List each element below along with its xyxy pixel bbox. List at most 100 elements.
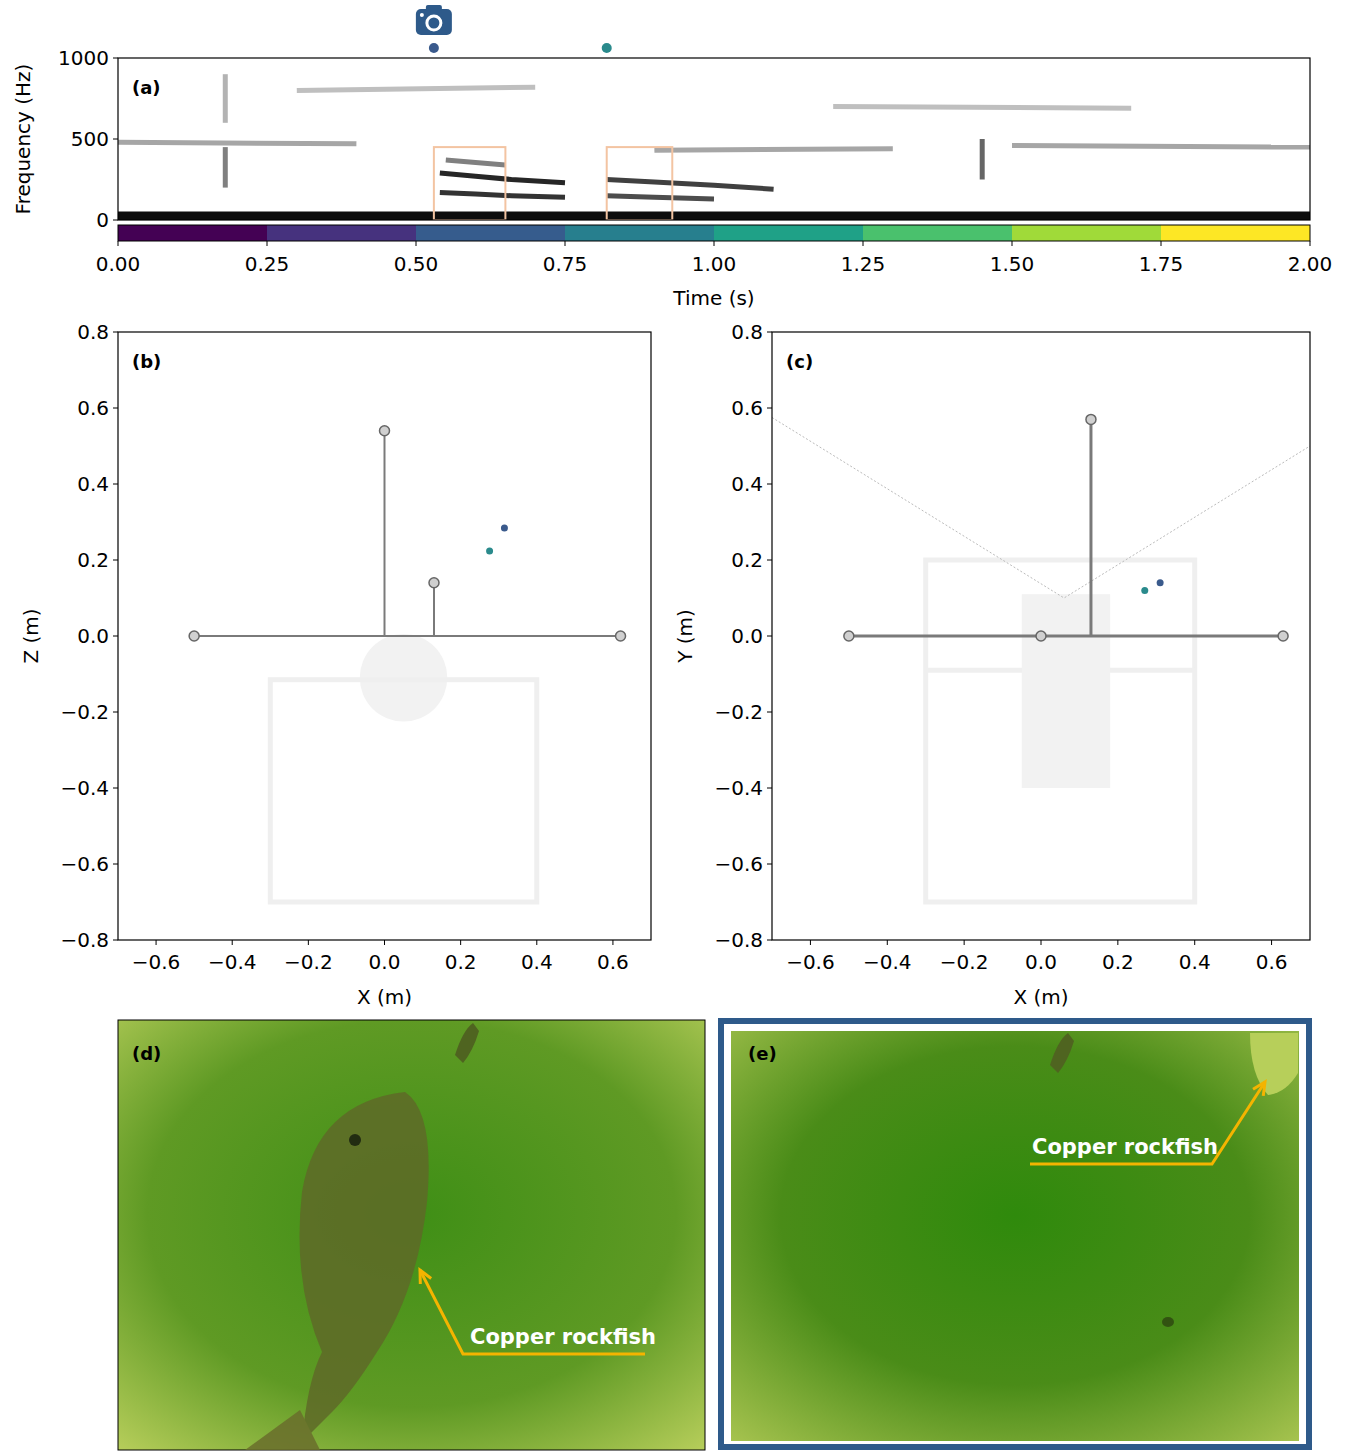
x-tick-label: 0.2 — [1102, 950, 1134, 974]
y-tick — [113, 788, 118, 789]
frame-shape — [270, 680, 537, 902]
intensity-holder — [607, 180, 774, 190]
hydrophone — [1278, 631, 1288, 641]
array-arm — [384, 431, 386, 636]
array-arm — [433, 583, 435, 636]
energy-contour — [223, 147, 228, 188]
y-tick-label: 0.0 — [731, 624, 763, 648]
y-tick-label: −0.2 — [60, 700, 109, 724]
colorbar-segment — [1161, 225, 1310, 241]
frame-shape — [926, 560, 1195, 902]
arrow-head — [420, 1270, 431, 1284]
x-tick-label: −0.4 — [863, 950, 912, 974]
x-tick — [714, 241, 715, 246]
energy-contour — [980, 139, 985, 180]
photo-background — [118, 1020, 705, 1450]
y-tick-label: −0.4 — [714, 776, 763, 800]
x-tick — [863, 241, 864, 246]
photo-border — [721, 1021, 1309, 1447]
y-tick — [113, 636, 118, 637]
fish-eye — [349, 1134, 361, 1146]
x-tick-label: 1.75 — [1139, 252, 1184, 276]
y-tick-label: 0.2 — [731, 548, 763, 572]
intensity-holder — [118, 142, 356, 144]
plot-area — [772, 414, 1310, 902]
panel-a: 05001000Frequency (Hz)0.000.250.500.751.… — [11, 5, 1332, 310]
plot-area — [189, 426, 625, 902]
x-tick-label: 1.25 — [841, 252, 886, 276]
plot-frame — [118, 332, 651, 940]
y-tick — [767, 788, 772, 789]
plot-frame — [772, 332, 1310, 940]
colorbar-segment — [714, 225, 863, 241]
intensity-holder — [225, 74, 226, 123]
y-axis-title: Z (m) — [19, 608, 43, 663]
detection-dot — [429, 43, 439, 53]
panel-letter: (a) — [132, 77, 161, 98]
plot-frame — [118, 58, 1310, 220]
energy-contour — [833, 107, 1131, 109]
y-tick — [767, 560, 772, 561]
panel-geometry: −0.6−0.4−0.20.00.20.40.6−0.8−0.6−0.4−0.2… — [673, 320, 1310, 1009]
x-tick — [1271, 940, 1272, 945]
energy-contour — [297, 87, 535, 90]
energy-contour — [118, 142, 356, 144]
localization — [501, 525, 508, 532]
intensity-holder — [440, 173, 565, 183]
x-tick-label: 0.4 — [1179, 950, 1211, 974]
x-tick — [1161, 241, 1162, 246]
y-tick — [767, 484, 772, 485]
x-tick-label: −0.2 — [284, 950, 333, 974]
hydrophone — [380, 426, 390, 436]
y-tick — [113, 712, 118, 713]
localization — [1141, 587, 1148, 594]
y-tick-label: 1000 — [58, 46, 109, 70]
plot-bg — [118, 58, 1310, 220]
energy-contour — [223, 74, 228, 123]
y-tick-label: 0.0 — [77, 624, 109, 648]
intensity-holder — [225, 147, 226, 188]
y-tick — [113, 139, 118, 140]
y-tick — [113, 58, 118, 59]
x-tick-label: 0.0 — [369, 950, 401, 974]
colorbar-segment — [267, 225, 416, 241]
x-tick — [460, 940, 461, 945]
x-tick-label: 0.6 — [597, 950, 629, 974]
y-tick-label: 0.8 — [731, 320, 763, 344]
y-tick — [767, 864, 772, 865]
y-tick-label: −0.6 — [714, 852, 763, 876]
annotation-text: Copper rockfish — [470, 1325, 656, 1349]
y-tick — [767, 408, 772, 409]
camera-lens — [427, 16, 441, 30]
x-tick — [232, 940, 233, 945]
y-tick-label: −0.8 — [714, 928, 763, 952]
y-tick-label: −0.8 — [60, 928, 109, 952]
x-tick-label: −0.6 — [132, 950, 181, 974]
detection-box — [434, 147, 506, 220]
x-tick — [416, 241, 417, 246]
y-tick — [113, 408, 118, 409]
x-tick — [1310, 241, 1311, 246]
y-tick-label: 0.4 — [77, 472, 109, 496]
y-tick — [113, 560, 118, 561]
x-tick — [565, 241, 566, 246]
intensity-holder — [440, 192, 565, 197]
photo-background — [731, 1031, 1299, 1441]
rockfish — [245, 1092, 429, 1450]
hydrophone — [429, 578, 439, 588]
y-tick — [113, 332, 118, 333]
x-tick — [156, 940, 157, 945]
camera-top — [426, 5, 442, 11]
y-tick — [767, 332, 772, 333]
y-tick — [767, 712, 772, 713]
array-arm — [194, 635, 620, 637]
arrow-head — [1253, 1082, 1265, 1096]
x-tick-label: 0.25 — [245, 252, 290, 276]
y-tick — [113, 484, 118, 485]
x-tick-label: 2.00 — [1288, 252, 1333, 276]
y-tick-label: 0.8 — [77, 320, 109, 344]
localization — [1157, 579, 1164, 586]
camera-fov — [772, 418, 1310, 599]
spectrogram — [118, 74, 1310, 220]
y-tick-label: −0.2 — [714, 700, 763, 724]
